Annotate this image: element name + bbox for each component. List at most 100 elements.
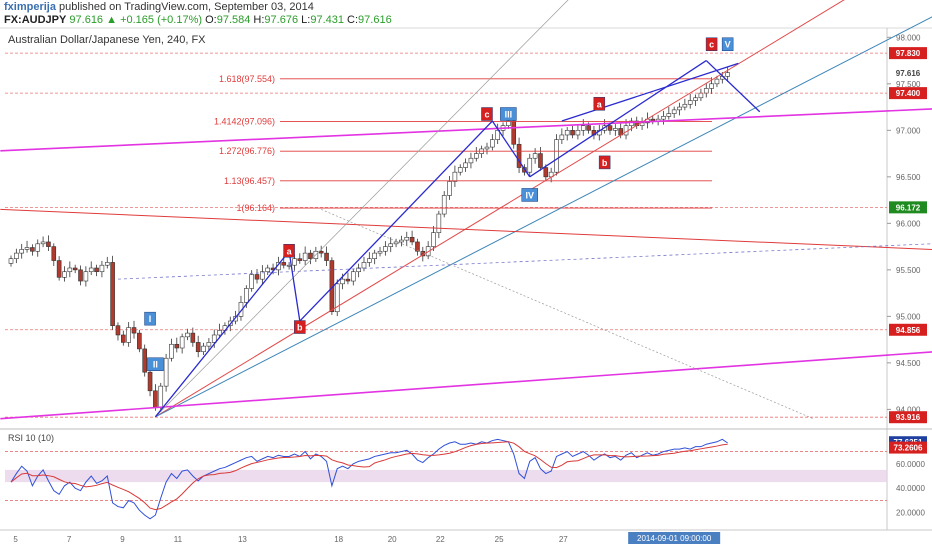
candle — [548, 167, 554, 183]
candle-body — [441, 195, 447, 215]
candle — [121, 330, 126, 346]
candle — [388, 237, 394, 253]
wave-label-text: b — [297, 323, 303, 333]
candle — [174, 337, 180, 353]
candle-body — [511, 120, 517, 145]
candle — [714, 75, 720, 88]
candle-body — [334, 283, 340, 313]
wave-label-box — [500, 107, 517, 121]
candle-body — [580, 125, 586, 131]
candle-body — [46, 241, 51, 247]
candle — [302, 246, 308, 265]
candle — [308, 249, 313, 265]
candle-body — [527, 157, 533, 173]
wave-label-text: a — [597, 99, 603, 109]
candle-body — [174, 343, 180, 349]
candle-body — [281, 262, 287, 266]
wave-label-box — [593, 97, 606, 111]
price-box-label: 94.856 — [896, 326, 921, 335]
candle-body — [94, 267, 99, 273]
symbol-name[interactable]: FX:AUDJPY — [4, 14, 67, 26]
candle — [447, 176, 452, 200]
publish-text: published on TradingView.com, September … — [59, 1, 314, 13]
candle-body — [126, 327, 131, 343]
candle-body — [104, 262, 110, 266]
candle-body — [40, 241, 46, 245]
candle-body — [452, 171, 458, 182]
downtrend-line-red — [0, 208, 932, 250]
x-tick-label: 18 — [334, 535, 343, 544]
wave-line-5 — [529, 60, 707, 178]
candle-body — [115, 325, 121, 336]
close-value: 97.616 — [358, 14, 392, 26]
candle — [650, 115, 656, 125]
wave-label-text: a — [287, 246, 293, 256]
candle — [217, 323, 222, 339]
candle — [495, 123, 500, 144]
candle — [356, 263, 361, 278]
candle — [206, 338, 212, 351]
candle-body — [121, 334, 126, 343]
candle-body — [67, 267, 73, 273]
candle — [484, 142, 490, 155]
candle — [580, 119, 586, 136]
candle — [682, 98, 688, 111]
candle — [527, 153, 533, 177]
y-tick-label: 96.500 — [896, 173, 921, 182]
candle-body — [393, 241, 399, 245]
wave-label-box — [481, 107, 493, 121]
candle — [185, 328, 190, 341]
candle — [147, 366, 153, 397]
wave-label-text: IV — [526, 190, 535, 200]
chart-title: Australian Dollar/Japanese Yen, 240, FX — [8, 34, 206, 46]
candle — [142, 344, 148, 377]
candle-body — [698, 92, 704, 99]
rsi-title: RSI 10 (10) — [8, 433, 55, 443]
price-box — [889, 87, 927, 100]
candle-body — [158, 385, 164, 408]
candle-body — [570, 130, 575, 136]
fib-label: 1.272(96.776) — [219, 146, 275, 156]
candle — [137, 329, 142, 353]
candle-body — [383, 246, 388, 252]
candle-body — [83, 271, 89, 282]
candle-body — [543, 167, 549, 178]
candle — [698, 88, 704, 102]
candle-body — [137, 332, 142, 350]
wave-label-text: I — [149, 314, 152, 324]
candle-body — [532, 153, 538, 159]
y-tick-label: 94.000 — [896, 405, 921, 414]
candle-body — [24, 247, 30, 250]
candle-body — [447, 181, 452, 196]
candle — [131, 320, 137, 339]
candle-body — [415, 241, 420, 252]
candle-body — [473, 153, 479, 159]
wave-label-text: c — [484, 110, 489, 120]
high-label: H: — [253, 14, 265, 26]
x-tick-label: 9 — [120, 535, 125, 544]
candle — [94, 264, 99, 277]
channel-top-magenta — [0, 108, 932, 152]
candle-body — [350, 271, 356, 282]
candle — [463, 158, 468, 172]
candle — [532, 148, 538, 164]
candle — [655, 114, 661, 126]
candle — [62, 266, 67, 282]
candle-body — [324, 252, 329, 261]
candle-body — [714, 78, 720, 85]
candle — [436, 210, 442, 239]
price-box — [889, 411, 927, 424]
candle — [425, 241, 431, 260]
candle-body — [468, 157, 474, 164]
candle-body — [586, 125, 591, 131]
author-name[interactable]: fximperija — [4, 1, 56, 13]
candle — [661, 110, 666, 125]
wave-label-box — [598, 155, 611, 170]
candle — [570, 125, 575, 139]
candle — [110, 255, 115, 331]
candle — [169, 338, 174, 362]
candle-body — [367, 258, 372, 263]
candle-body — [297, 258, 303, 261]
candle-body — [484, 146, 490, 150]
